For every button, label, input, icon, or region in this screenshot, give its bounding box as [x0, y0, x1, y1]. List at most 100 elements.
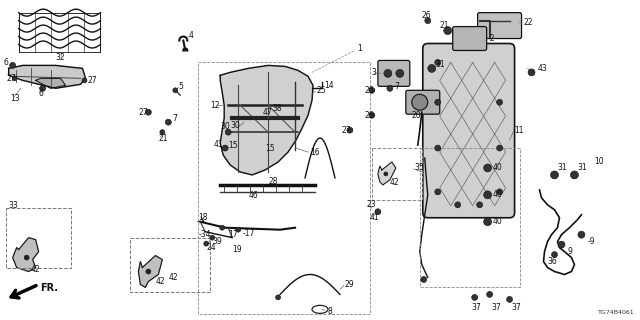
FancyBboxPatch shape — [423, 44, 515, 218]
Text: 15: 15 — [265, 144, 275, 153]
Text: -9: -9 — [588, 237, 595, 246]
Circle shape — [10, 62, 15, 68]
Text: 27: 27 — [88, 76, 97, 85]
Circle shape — [369, 87, 375, 93]
Circle shape — [204, 241, 209, 246]
Circle shape — [82, 78, 87, 83]
Text: 36: 36 — [547, 257, 557, 266]
Circle shape — [225, 129, 231, 135]
Circle shape — [484, 191, 492, 199]
Circle shape — [472, 294, 477, 300]
Circle shape — [369, 112, 375, 118]
Text: 21: 21 — [158, 133, 168, 143]
Polygon shape — [9, 65, 86, 88]
Circle shape — [12, 76, 17, 81]
Circle shape — [236, 227, 241, 232]
Text: 37: 37 — [511, 303, 522, 312]
Text: 26: 26 — [365, 111, 374, 120]
Circle shape — [222, 145, 228, 151]
Text: 23: 23 — [367, 200, 376, 209]
Circle shape — [276, 295, 280, 300]
Circle shape — [497, 99, 502, 105]
Circle shape — [528, 69, 535, 76]
Circle shape — [210, 235, 215, 240]
Circle shape — [477, 202, 483, 208]
Text: 22: 22 — [524, 18, 533, 27]
Circle shape — [420, 276, 427, 283]
Circle shape — [375, 209, 381, 215]
Ellipse shape — [312, 305, 328, 313]
Circle shape — [570, 171, 579, 179]
Polygon shape — [378, 162, 396, 185]
Text: 42: 42 — [31, 265, 40, 274]
Circle shape — [384, 172, 388, 176]
Text: 6: 6 — [4, 58, 8, 67]
Text: 27: 27 — [342, 126, 351, 135]
Text: 32: 32 — [56, 53, 65, 62]
Text: -17: -17 — [242, 229, 255, 238]
Polygon shape — [220, 65, 313, 175]
Text: 11: 11 — [515, 126, 524, 135]
Text: 40: 40 — [493, 164, 502, 172]
Circle shape — [578, 231, 585, 238]
Circle shape — [484, 218, 492, 226]
Text: 21: 21 — [440, 21, 449, 30]
Text: 28: 28 — [268, 177, 278, 187]
Text: 40: 40 — [493, 217, 502, 226]
Text: 42: 42 — [168, 273, 178, 282]
Circle shape — [396, 69, 404, 77]
Text: -2: -2 — [488, 34, 495, 43]
Text: 25: 25 — [316, 86, 326, 95]
Text: 39: 39 — [212, 237, 222, 246]
Text: 15: 15 — [228, 140, 238, 149]
Circle shape — [454, 202, 461, 208]
Circle shape — [160, 130, 165, 135]
Circle shape — [412, 94, 428, 110]
Circle shape — [40, 85, 45, 91]
Text: 42: 42 — [156, 277, 165, 286]
Text: 37: 37 — [472, 303, 481, 312]
Polygon shape — [13, 238, 38, 271]
Text: 10: 10 — [595, 157, 604, 166]
Text: 41: 41 — [370, 213, 380, 222]
FancyBboxPatch shape — [477, 13, 522, 38]
Text: 41: 41 — [213, 140, 223, 148]
Text: 8: 8 — [328, 307, 333, 316]
Text: 7: 7 — [172, 114, 177, 123]
Circle shape — [384, 69, 392, 77]
Text: 38: 38 — [272, 104, 282, 113]
Circle shape — [220, 225, 225, 230]
Text: -34: -34 — [198, 230, 211, 239]
Bar — [372, 148, 422, 200]
Circle shape — [486, 292, 493, 297]
Text: 3: 3 — [372, 68, 377, 77]
Text: 7: 7 — [394, 82, 399, 91]
Text: 16: 16 — [310, 148, 319, 156]
Circle shape — [24, 255, 29, 260]
Polygon shape — [36, 78, 65, 88]
Circle shape — [435, 145, 441, 151]
Text: 27: 27 — [138, 108, 148, 117]
Circle shape — [550, 171, 559, 179]
Text: 37: 37 — [492, 303, 501, 312]
Text: 12: 12 — [210, 101, 220, 110]
Circle shape — [173, 88, 178, 93]
Text: 5: 5 — [179, 82, 183, 91]
Circle shape — [552, 252, 557, 258]
Circle shape — [435, 189, 441, 195]
Circle shape — [347, 127, 353, 133]
Text: 19: 19 — [232, 245, 242, 254]
Circle shape — [558, 241, 565, 248]
Circle shape — [484, 164, 492, 172]
Text: 47: 47 — [262, 108, 272, 117]
Circle shape — [425, 18, 431, 24]
Circle shape — [146, 269, 151, 274]
Circle shape — [435, 60, 441, 65]
Circle shape — [387, 85, 393, 91]
Text: 43: 43 — [538, 64, 547, 73]
Circle shape — [497, 145, 502, 151]
Text: 31: 31 — [557, 164, 567, 172]
Text: 20: 20 — [412, 111, 421, 120]
Polygon shape — [138, 256, 163, 287]
Circle shape — [497, 189, 502, 195]
